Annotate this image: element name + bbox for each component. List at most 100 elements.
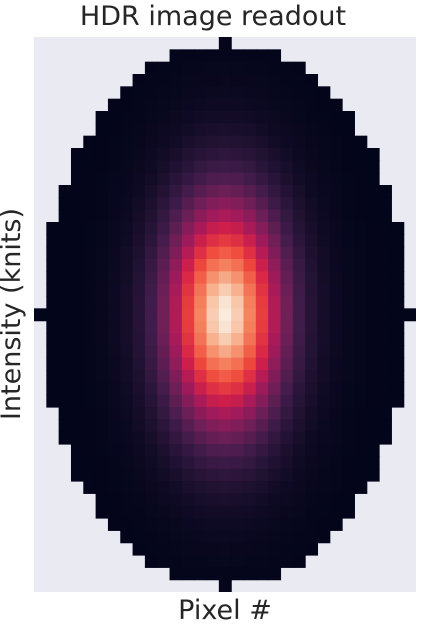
heatmap-cell: [329, 135, 343, 149]
heatmap-cell: [107, 308, 121, 322]
heatmap-cell: [181, 345, 195, 359]
heatmap-cell: [243, 382, 257, 396]
heatmap-cell: [144, 456, 158, 470]
heatmap-cell: [206, 493, 220, 507]
heatmap-cell: [132, 185, 146, 198]
heatmap-cell: [292, 111, 306, 124]
heatmap-cell: [181, 296, 195, 309]
heatmap-cell: [255, 86, 269, 100]
heatmap-cell: [255, 431, 269, 445]
heatmap-cell: [107, 444, 121, 457]
heatmap-cell: [243, 481, 257, 494]
heatmap-cell: [169, 160, 183, 174]
heatmap-cell: [379, 308, 392, 322]
heatmap-cell: [95, 493, 109, 507]
heatmap-cell: [83, 234, 97, 248]
heatmap-cell: [268, 49, 282, 63]
heatmap-cell: [255, 74, 269, 87]
heatmap-cell: [181, 419, 195, 433]
heatmap-cell: [342, 505, 355, 519]
heatmap-cell: [255, 320, 269, 334]
heatmap-cell: [169, 86, 183, 100]
heatmap-cell: [342, 283, 355, 297]
chart-title: HDR image readout: [79, 1, 347, 32]
heatmap-cell: [280, 271, 294, 285]
heatmap-cell: [181, 111, 195, 124]
heatmap-cell: [132, 419, 146, 433]
heatmap-cell: [132, 542, 146, 556]
heatmap-cell: [268, 135, 282, 149]
heatmap-cell: [181, 86, 195, 100]
heatmap-cell: [120, 419, 134, 433]
heatmap-cell: [305, 493, 319, 507]
heatmap-cell: [169, 407, 183, 420]
heatmap-cell: [194, 357, 208, 371]
heatmap-cell: [83, 468, 97, 482]
heatmap-cell: [132, 444, 146, 457]
heatmap-cell: [231, 481, 245, 494]
heatmap-cell: [206, 185, 220, 198]
heatmap-cell: [342, 431, 355, 445]
heatmap-cell: [366, 296, 380, 309]
heatmap-cell: [391, 345, 405, 359]
heatmap-cell: [280, 320, 294, 334]
heatmap-cell: [231, 148, 245, 161]
heatmap-cell: [255, 61, 269, 75]
heatmap-cell: [329, 271, 343, 285]
heatmap-cell: [243, 222, 257, 235]
heatmap-cell: [317, 345, 331, 359]
heatmap-cell: [268, 407, 282, 420]
heatmap-cell: [342, 123, 355, 137]
heatmap-cell: [58, 345, 72, 359]
heatmap-cell: [144, 493, 158, 507]
heatmap-cell: [58, 419, 72, 433]
heatmap-cell: [181, 370, 195, 383]
heatmap-cell: [194, 567, 208, 581]
heatmap-cell: [157, 209, 171, 223]
heatmap-cell: [255, 283, 269, 297]
heatmap-cell: [268, 468, 282, 482]
heatmap-cell: [107, 505, 121, 519]
heatmap-cell: [317, 259, 331, 272]
heatmap-cell: [144, 296, 158, 309]
heatmap-cell: [255, 296, 269, 309]
heatmap-cell: [231, 197, 245, 211]
heatmap-cell: [243, 148, 257, 161]
heatmap-cell: [107, 111, 121, 124]
heatmap-cell: [144, 98, 158, 112]
heatmap-cell: [268, 567, 282, 581]
heatmap-cell: [255, 481, 269, 494]
heatmap-cell: [206, 135, 220, 149]
heatmap-cell: [120, 98, 134, 112]
heatmap-cell: [181, 49, 195, 63]
heatmap-cell: [329, 283, 343, 297]
heatmap-cell: [218, 357, 232, 371]
heatmap-cell: [218, 148, 232, 161]
heatmap-cell: [58, 382, 72, 396]
heatmap-cell: [231, 308, 245, 322]
heatmap-cell: [218, 444, 232, 457]
heatmap-cell: [255, 444, 269, 457]
heatmap-cell: [379, 271, 392, 285]
heatmap-cell: [268, 481, 282, 494]
heatmap-cell: [194, 148, 208, 161]
heatmap-cell: [403, 308, 416, 322]
heatmap-cell: [157, 431, 171, 445]
heatmap-cell: [107, 296, 121, 309]
heatmap-cell: [305, 320, 319, 334]
heatmap-cell: [169, 431, 183, 445]
heatmap-cell: [218, 123, 232, 137]
heatmap-cell: [317, 135, 331, 149]
heatmap-cell: [120, 345, 134, 359]
heatmap-cell: [58, 333, 72, 346]
heatmap-cell: [342, 419, 355, 433]
heatmap-cell: [292, 148, 306, 161]
heatmap-cell: [206, 468, 220, 482]
heatmap-cell: [58, 283, 72, 297]
heatmap-cell: [342, 148, 355, 161]
heatmap-cell: [366, 197, 380, 211]
heatmap-cell: [354, 160, 368, 174]
heatmap-cell: [46, 345, 60, 359]
heatmap-cell: [169, 234, 183, 248]
heatmap-cell: [206, 518, 220, 531]
